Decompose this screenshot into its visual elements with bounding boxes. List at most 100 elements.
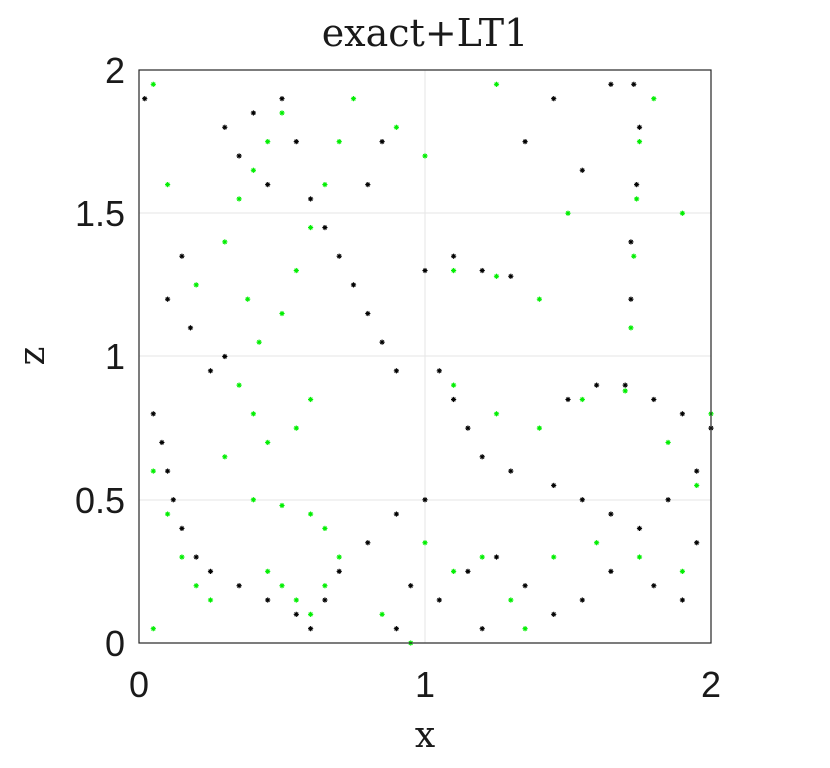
black-point-55 [422,497,428,503]
green-point-5 [245,296,251,302]
black-point-65 [679,597,685,603]
green-point-41 [665,439,671,446]
black-point-78 [479,626,485,632]
black-point-72 [551,96,557,102]
black-point-74 [579,167,585,173]
y-tick-labels: 0 0.5 1 1.5 2 [75,50,125,664]
black-point-39 [608,81,614,87]
green-point-27 [336,554,342,560]
green-point-57 [165,182,171,188]
black-point-54 [393,511,399,517]
green-point-60 [422,153,428,159]
black-point-60 [522,583,528,589]
green-point-63 [679,210,685,216]
green-point-67 [522,626,528,632]
green-point-12 [350,96,357,102]
black-point-7 [322,224,328,231]
green-point-9 [308,224,314,231]
green-point-14 [250,411,256,417]
x-tick-label-2: 2 [701,664,721,705]
green-point-31 [193,583,199,589]
black-point-6 [308,196,314,202]
black-point-47 [236,583,242,589]
black-point-9 [350,282,357,288]
green-point-25 [308,611,314,617]
green-point-37 [493,411,500,417]
black-point-10 [365,310,371,317]
black-point-31 [651,396,657,403]
black-point-5 [293,139,299,145]
black-point-19 [465,425,471,431]
black-point-66 [694,540,700,546]
green-point-7 [279,310,285,317]
green-point-17 [308,396,314,403]
black-point-16 [508,273,514,279]
black-point-62 [579,597,585,603]
green-point-16 [293,425,299,431]
black-point-11 [379,339,385,345]
green-point-56 [150,81,156,87]
black-point-50 [308,626,314,632]
black-point-76 [207,368,214,374]
y-tick-label-0: 0 [105,623,125,664]
green-point-23 [279,583,285,589]
green-point-6 [256,339,262,345]
black-point-45 [193,554,199,560]
y-tick-label-0.5: 0.5 [75,480,125,521]
black-point-63 [608,568,614,574]
green-point-46 [636,139,643,145]
black-point-68 [179,253,185,259]
green-point-21 [322,525,328,531]
black-point-25 [636,525,643,531]
black-point-73 [522,139,528,145]
green-point-48 [422,540,428,546]
black-point-32 [679,411,685,417]
x-tick-label-1: 1 [415,664,435,705]
black-point-27 [694,468,700,474]
green-point-35 [536,296,542,302]
green-point-1 [236,196,242,202]
green-point-2 [250,167,256,173]
black-point-12 [393,368,399,374]
black-point-46 [207,568,214,574]
x-axis-label: x [415,715,435,756]
green-point-39 [579,396,585,403]
black-point-71 [379,139,385,145]
green-point-50 [479,554,485,560]
green-point-8 [293,267,299,274]
black-point-0 [222,124,228,130]
green-point-40 [622,388,628,394]
green-point-62 [565,210,571,216]
black-point-17 [436,368,442,374]
black-point-20 [479,454,485,460]
green-point-38 [536,425,542,431]
black-point-58 [465,568,471,574]
green-point-13 [236,382,242,388]
green-point-58 [193,282,199,288]
black-point-77 [222,353,228,360]
green-point-36 [451,382,457,388]
green-point-4 [279,110,285,116]
green-point-47 [651,96,657,102]
black-point-56 [408,583,414,589]
green-point-51 [508,597,514,603]
black-point-49 [293,611,299,617]
black-point-24 [608,511,614,517]
black-point-23 [579,497,585,503]
black-point-8 [336,253,342,259]
black-point-43 [170,497,176,503]
black-point-53 [365,540,371,546]
green-point-59 [393,124,399,130]
black-point-37 [636,124,643,130]
black-point-3 [265,182,271,188]
black-point-36 [634,182,640,188]
green-point-55 [679,568,685,574]
y-tick-label-2: 2 [105,50,125,91]
green-point-53 [594,540,600,546]
black-point-15 [479,267,485,274]
green-point-32 [207,597,214,603]
x-tick-labels: 0 1 2 [129,664,721,705]
black-point-2 [250,110,256,116]
y-tick-label-1: 1 [105,336,125,377]
